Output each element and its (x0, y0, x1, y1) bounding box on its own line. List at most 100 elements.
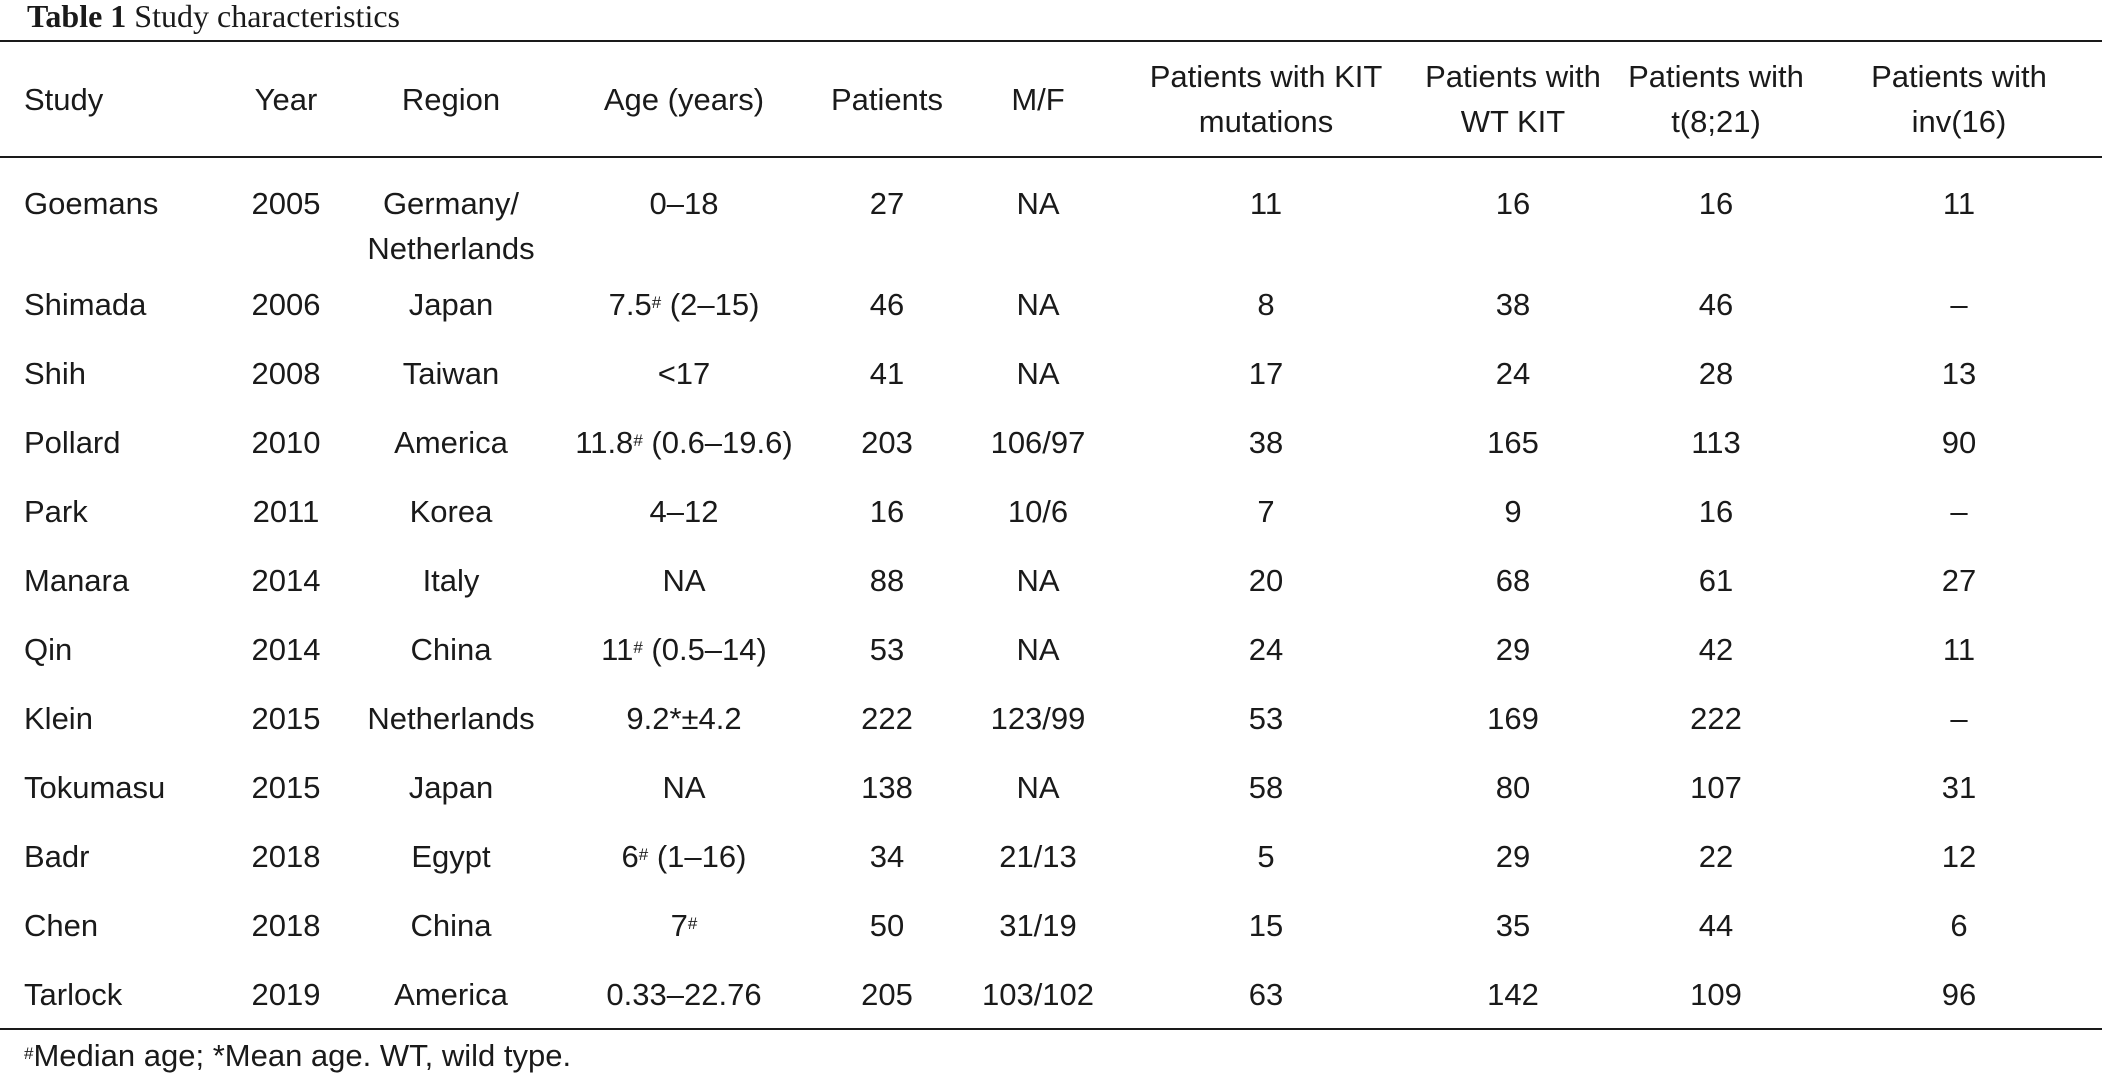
table-caption: Table 1 Study characteristics (27, 0, 400, 40)
cell-text: NA (1016, 632, 1060, 667)
cell-text: Japan (408, 770, 494, 805)
cell-study: Goemans (0, 156, 218, 271)
cell-text: Pollard (24, 425, 121, 460)
cell-text: Manara (24, 563, 130, 598)
cell-region: Japan (354, 271, 548, 340)
cell-year: 2006 (218, 271, 354, 340)
table-body: Goemans 2005 Germany/Netherlands 0–18 27 NA 11… (0, 156, 2102, 1030)
cell-patients: 16 (820, 478, 954, 547)
table-row: Park 2011 Korea 4–12 16 10/6 7 9 16 – (0, 478, 2102, 547)
table-row: Shih 2008 Taiwan <17 41 NA 17 24 28 13 (0, 340, 2102, 409)
cell-year: 2018 (218, 823, 354, 892)
cell-text: Netherlands (367, 231, 535, 266)
cell-study: Badr (0, 823, 218, 892)
cell-kit: 20 (1122, 547, 1410, 616)
cell-inv16: 27 (1816, 547, 2102, 616)
cell-kit: 17 (1122, 340, 1410, 409)
cell-region: Japan (354, 754, 548, 823)
table-row: Tokumasu 2015 Japan NA 138 NA 58 80 107 31 (0, 754, 2102, 823)
cell-region: Taiwan (354, 340, 548, 409)
cell-region: Italy (354, 547, 548, 616)
cell-text: 31/19 (999, 908, 1077, 943)
cell-year: 2008 (218, 340, 354, 409)
cell-text: Park (24, 494, 88, 529)
cell-text: 27 (869, 186, 905, 221)
cell-text: 38 (1495, 287, 1531, 322)
cell-wt: 29 (1410, 823, 1616, 892)
cell-t821: 22 (1616, 823, 1816, 892)
cell-wt: 29 (1410, 616, 1616, 685)
cell-text: 2011 (252, 494, 320, 529)
cell-text: 41 (869, 356, 905, 391)
cell-text: 53 (1248, 701, 1284, 736)
cell-text: America (394, 425, 508, 460)
cell-text: 34 (869, 839, 905, 874)
cell-year: 2019 (218, 961, 354, 1030)
cell-text: 31 (1941, 770, 1977, 805)
cell-age: 6# (1–16) (548, 823, 820, 892)
header-age: Age (years) (548, 42, 820, 156)
cell-mf: 21/13 (954, 823, 1122, 892)
cell-kit: 24 (1122, 616, 1410, 685)
cell-text: 2018 (251, 839, 321, 874)
cell-text: NA (662, 563, 706, 598)
cell-text: 2015 (251, 770, 321, 805)
study-characteristics-table: Study Year Region Age (years) Patients M/F Pat… (0, 42, 2102, 1030)
cell-text: NA (1016, 356, 1060, 391)
cell-kit: 7 (1122, 478, 1410, 547)
cell-inv16: – (1816, 271, 2102, 340)
cell-t821: 113 (1616, 409, 1816, 478)
cell-kit: 8 (1122, 271, 1410, 340)
cell-text: 96 (1941, 977, 1977, 1012)
cell-text: Shih (24, 356, 87, 391)
header-line: inv(16) (1911, 104, 2007, 139)
cell-wt: 9 (1410, 478, 1616, 547)
cell-text: 205 (861, 977, 913, 1012)
cell-text: 28 (1698, 356, 1734, 391)
cell-text: NA (1016, 186, 1060, 221)
cell-mf: 103/102 (954, 961, 1122, 1030)
cell-wt: 80 (1410, 754, 1616, 823)
header-rule (0, 156, 2102, 158)
cell-inv16: 13 (1816, 340, 2102, 409)
cell-text: 24 (1248, 632, 1284, 667)
cell-text: NA (1016, 563, 1060, 598)
cell-text: Goemans (24, 186, 159, 221)
cell-text: 42 (1698, 632, 1734, 667)
cell-text: 20 (1248, 563, 1284, 598)
cell-text: 2008 (251, 356, 321, 391)
header-inv16: Patients with inv(16) (1816, 42, 2102, 156)
cell-region: America (354, 961, 548, 1030)
cell-patients: 88 (820, 547, 954, 616)
cell-text: Tokumasu (24, 770, 166, 805)
cell-text: 113 (1691, 425, 1741, 460)
cell-text: 21/13 (999, 839, 1077, 874)
header-patients: Patients (820, 42, 954, 156)
cell-region: Germany/Netherlands (354, 156, 548, 271)
table-row: Manara 2014 Italy NA 88 NA 20 68 61 27 (0, 547, 2102, 616)
cell-text: 6 (621, 839, 639, 874)
median-marker: # (633, 431, 643, 450)
cell-kit: 11 (1122, 156, 1410, 271)
cell-text: 11.8 (575, 425, 634, 460)
cell-study: Chen (0, 892, 218, 961)
cell-t821: 44 (1616, 892, 1816, 961)
table-label: Table 1 (27, 0, 127, 34)
age-range: (2–15) (661, 287, 760, 322)
cell-text: 11 (1942, 186, 1976, 221)
cell-text: 11 (601, 632, 634, 667)
cell-text: 50 (869, 908, 905, 943)
cell-text: 2014 (251, 632, 321, 667)
cell-text: China (410, 632, 492, 667)
cell-patients: 34 (820, 823, 954, 892)
cell-mf: NA (954, 340, 1122, 409)
cell-kit: 38 (1122, 409, 1410, 478)
cell-age: 11# (0.5–14) (548, 616, 820, 685)
cell-text: 58 (1248, 770, 1284, 805)
cell-text: Germany/ (382, 186, 520, 221)
footnote-symbol: # (24, 1044, 34, 1063)
cell-text: 2006 (251, 287, 321, 322)
cell-text: Taiwan (402, 356, 500, 391)
cell-text: 169 (1487, 701, 1539, 736)
table-row: Tarlock 2019 America 0.33–22.76 205 103/102 63… (0, 961, 2102, 1030)
